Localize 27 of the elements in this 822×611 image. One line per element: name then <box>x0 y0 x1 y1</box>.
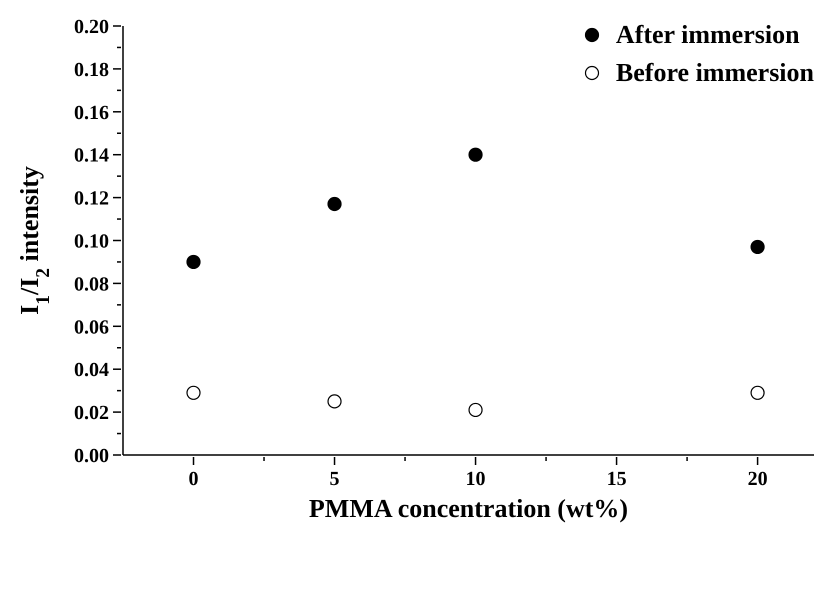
point <box>327 196 342 212</box>
point <box>327 394 342 408</box>
y-tick-label: 0.02 <box>74 402 109 424</box>
y-tick-label: 0.20 <box>74 16 109 38</box>
x-tick-label: 20 <box>748 468 768 490</box>
x-axis-title: PMMA concentration (wt%) <box>308 494 628 523</box>
point <box>750 240 765 254</box>
y-tick-label: 0.16 <box>74 102 109 124</box>
y-tick-label: 0.14 <box>74 144 109 167</box>
x-tick-label: 10 <box>466 468 486 490</box>
y-tick-label: 0.12 <box>74 188 109 210</box>
y-tick-label: 0.08 <box>74 273 109 296</box>
point <box>750 386 765 400</box>
x-tick-label: 0 <box>188 468 199 490</box>
y-tick-label: 0.06 <box>74 316 109 338</box>
legend-label: After immersion <box>616 19 800 51</box>
point <box>468 148 483 162</box>
y-tick-label: 0.00 <box>74 445 109 467</box>
point <box>468 402 483 418</box>
y-tick-label: 0.04 <box>74 359 109 382</box>
y-tick-label: 0.18 <box>74 58 109 81</box>
x-tick-label: 5 <box>330 468 340 490</box>
x-tick-label: 15 <box>606 468 627 490</box>
y-tick-label: 0.10 <box>74 230 109 252</box>
point <box>186 386 201 400</box>
legend-label: Before immersion <box>616 57 814 89</box>
point <box>186 254 201 270</box>
